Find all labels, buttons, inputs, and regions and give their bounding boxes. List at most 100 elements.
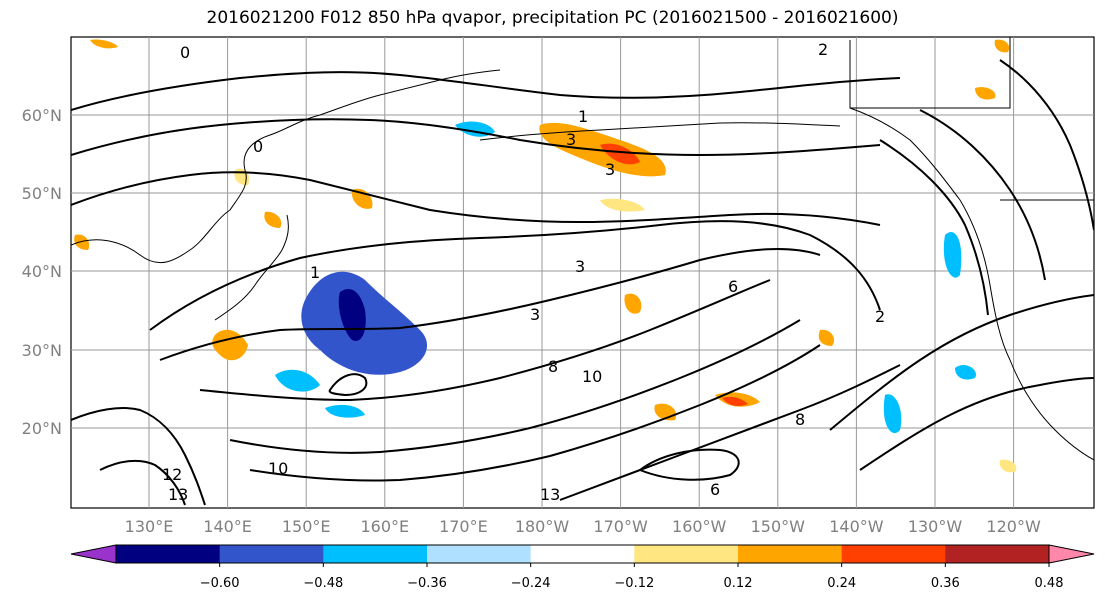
colorbar-tick-label: 0.24	[827, 576, 856, 591]
lon-tick-label: 120°W	[986, 517, 1041, 536]
colorbar-segment	[634, 545, 739, 563]
alaska-border	[850, 37, 1011, 109]
chart-title: 2016021200 F012 850 hPa qvapor, precipit…	[206, 8, 899, 28]
precip-light-positive	[600, 198, 645, 212]
lat-tick-label: 60°N	[22, 106, 62, 125]
contour-label: 0	[253, 137, 263, 156]
contour-label: 6	[710, 480, 720, 499]
contour-line	[159, 247, 821, 361]
japan-coast	[214, 214, 289, 321]
contour-label: 3	[530, 305, 540, 324]
contour-line	[639, 448, 740, 481]
contour-line	[199, 279, 771, 401]
precip-light-negative	[943, 231, 962, 278]
precip-light-negative	[325, 404, 365, 418]
longitude-labels: 130°E 140°E 150°E 160°E 170°E 180°W 170°W 160°W…	[125, 517, 1041, 536]
precip-positive-area	[818, 329, 835, 346]
colorbar-segment	[219, 545, 324, 563]
contour-labels: 0 0 1 1 3 3 3 3 6 6 8 8 10 10 12 13 13 2…	[162, 40, 885, 504]
colorbar-segment	[841, 545, 946, 563]
colorbar-tick-label: −0.24	[511, 576, 551, 591]
precip-positive-area	[994, 39, 1010, 53]
contour-label: 8	[548, 357, 558, 376]
colorbar-outline	[115, 544, 1050, 564]
lon-tick-label: 160°W	[672, 517, 727, 536]
contour-label: 8	[795, 410, 805, 429]
precip-positive-core	[722, 396, 748, 406]
precip-light-positive	[999, 459, 1017, 473]
lon-tick-label: 130°E	[125, 517, 174, 536]
aleutian-chain	[479, 122, 841, 141]
lon-tick-label: 140°W	[829, 517, 884, 536]
colorbar-tick-label: −0.48	[303, 576, 343, 591]
lon-tick-label: 180°W	[515, 517, 570, 536]
contour-line	[879, 139, 989, 316]
colorbar-segment	[427, 545, 532, 563]
contour-label: 2	[818, 40, 828, 59]
lat-tick-label: 50°N	[22, 184, 62, 203]
lat-tick-label: 40°N	[22, 262, 62, 281]
contour-line	[829, 294, 1094, 431]
lon-tick-label: 170°E	[439, 517, 488, 536]
lat-tick-label: 20°N	[22, 419, 62, 438]
contour-line	[999, 59, 1094, 231]
lon-tick-label: 170°W	[593, 517, 648, 536]
colorbar	[70, 544, 1095, 564]
contour-line	[559, 364, 901, 501]
contour-line	[249, 344, 821, 482]
colorbar-segment	[116, 545, 221, 563]
contour-line	[328, 373, 368, 396]
colorbar-tick-label: 0.48	[1035, 576, 1064, 591]
precip-light-negative	[883, 394, 902, 434]
contour-line	[99, 459, 186, 506]
contour-line	[71, 71, 901, 111]
latitude-labels: 60°N 50°N 40°N 30°N 20°N	[22, 106, 62, 438]
gridlines	[71, 37, 1094, 508]
lon-tick-label: 160°E	[360, 517, 409, 536]
lon-tick-label: 140°E	[203, 517, 252, 536]
lat-tick-label: 30°N	[22, 341, 62, 360]
precip-light-negative	[275, 369, 320, 392]
contour-line	[71, 118, 881, 156]
contour-label: 10	[268, 459, 288, 478]
contour-label: 3	[575, 257, 585, 276]
lon-tick-label: 150°E	[282, 517, 331, 536]
precip-positive-area	[975, 87, 996, 100]
colorbar-labels: −0.60 −0.48 −0.36 −0.24 −0.12 0.12 0.24 0.36 0.4…	[200, 563, 1064, 591]
precip-positive-area	[624, 293, 642, 314]
contour-label: 2	[875, 307, 885, 326]
colorbar-tick-label: 0.36	[931, 576, 960, 591]
precip-light-negative	[955, 365, 976, 380]
contour-label: 1	[578, 107, 588, 126]
contour-label: 1	[310, 263, 320, 282]
precip-positive-core	[600, 143, 640, 165]
contour-label: 10	[582, 367, 602, 386]
colorbar-tick-label: −0.36	[407, 576, 447, 591]
north-america-coast	[849, 40, 1094, 461]
contour-label: 13	[168, 485, 188, 504]
lon-tick-label: 150°W	[751, 517, 806, 536]
contour-line	[919, 109, 1046, 281]
colorbar-extend-low	[70, 544, 117, 564]
colorbar-tick-label: 0.12	[724, 576, 753, 591]
contour-label: 0	[180, 43, 190, 62]
contour-line	[71, 171, 881, 226]
contour-label: 3	[566, 130, 576, 149]
contour-line	[71, 407, 206, 506]
asia-coast	[71, 69, 501, 264]
colorbar-segment	[530, 545, 635, 563]
lon-tick-label: 130°W	[908, 517, 963, 536]
contour-label: 6	[728, 277, 738, 296]
contour-line	[859, 377, 1094, 471]
contour-line	[229, 319, 801, 454]
colorbar-tick-label: −0.60	[200, 576, 240, 591]
precip-positive-area	[74, 234, 90, 250]
colorbar-extend-high	[1048, 544, 1095, 564]
colorbar-tick-label: −0.12	[614, 576, 654, 591]
contour-label: 13	[540, 485, 560, 504]
coastlines	[71, 37, 1094, 461]
precip-positive-area	[264, 211, 282, 228]
precip-positive-area	[90, 39, 118, 49]
contour-label: 3	[605, 160, 615, 179]
